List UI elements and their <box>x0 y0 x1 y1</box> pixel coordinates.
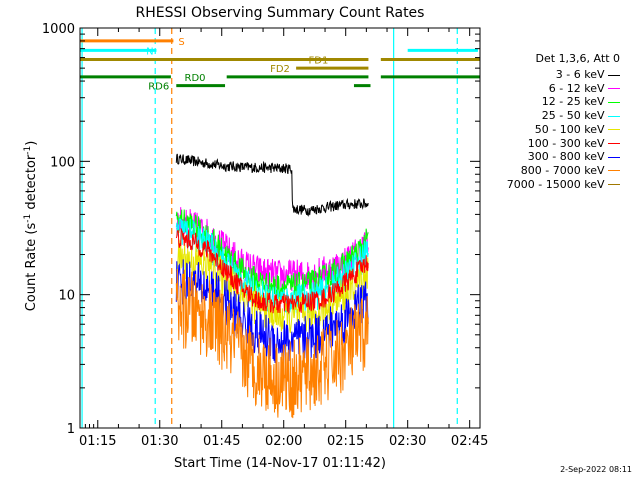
state-flags: S N FD1 FD2 RD0 RD6 <box>80 37 480 93</box>
flag-label-n: N <box>146 46 153 57</box>
legend-entry: 3 - 6 keV <box>556 68 620 81</box>
legend-swatch <box>608 184 620 186</box>
x-tick-label: 01:30 <box>141 434 178 449</box>
plot-frame <box>79 27 481 429</box>
legend-entry-label: 25 - 50 keV <box>541 109 608 123</box>
flag-label-fd1: FD1 <box>309 56 329 67</box>
y-tick-label: 1000 <box>42 22 75 37</box>
chart-title: RHESSI Observing Summary Count Rates <box>136 5 425 21</box>
series-line-7 <box>175 268 369 419</box>
legend-entry: 50 - 100 keV <box>535 123 620 136</box>
x-axis-label: Start Time (14-Nov-17 01:11:42) <box>174 456 386 471</box>
y-axis-label: Count Rate (s-1 detector-1) <box>23 141 39 312</box>
legend-swatch <box>608 101 620 103</box>
legend-entry: 300 - 800 keV <box>528 150 620 163</box>
x-tick-label: 02:45 <box>451 434 488 449</box>
legend-entry: 12 - 25 keV <box>542 95 620 108</box>
legend-swatch <box>608 143 620 144</box>
date-stamp: 2-Sep-2022 08:11 <box>560 465 632 474</box>
legend-entry: 100 - 300 keV <box>528 137 620 150</box>
legend-swatch <box>608 115 620 117</box>
series-line-0 <box>175 153 369 217</box>
series-line-5 <box>175 228 369 314</box>
legend: Det 1,3,6, Att 0 3 - 6 keV 6 - 12 keV 12… <box>470 52 630 192</box>
legend-entry-label: 50 - 100 keV <box>534 122 608 136</box>
vertical-markers <box>81 28 458 428</box>
y-tick-label: 1 <box>67 422 75 437</box>
series-line-3 <box>175 217 369 317</box>
flag-label-s: S <box>178 37 184 48</box>
x-tick-label: 02:30 <box>389 434 426 449</box>
legend-entry: 7000 - 15000 keV <box>507 178 620 191</box>
legend-swatch <box>608 129 620 131</box>
legend-entry: 6 - 12 keV <box>549 82 620 95</box>
legend-entry-label: 800 - 7000 keV <box>520 163 608 177</box>
legend-entry-label: 12 - 25 keV <box>541 95 608 109</box>
legend-entry-label: 6 - 12 keV <box>548 81 608 95</box>
legend-swatch <box>608 88 620 90</box>
series-line-6 <box>175 259 369 364</box>
legend-swatch <box>608 74 620 76</box>
legend-swatch <box>608 156 620 158</box>
flag-label-rd6: RD6 <box>148 82 169 93</box>
series-lines <box>175 153 369 419</box>
x-tick-label: 01:45 <box>203 434 240 449</box>
x-tick-label: 01:15 <box>79 434 116 449</box>
legend-entry-label: 100 - 300 keV <box>527 136 608 150</box>
legend-entry-label: 3 - 6 keV <box>555 68 608 81</box>
legend-entry: 800 - 7000 keV <box>521 164 620 177</box>
x-tick-label: 02:00 <box>265 434 302 449</box>
x-tick-label: 02:15 <box>327 434 364 449</box>
flag-label-fd2: FD2 <box>270 64 290 75</box>
y-tick-label: 10 <box>58 289 75 304</box>
legend-entry-label: 300 - 800 keV <box>527 150 608 164</box>
legend-entry-label: 7000 - 15000 keV <box>506 177 608 191</box>
y-tick-label: 100 <box>50 155 75 170</box>
legend-title: Det 1,3,6, Att 0 <box>535 52 620 65</box>
series-line-4 <box>175 239 369 337</box>
legend-swatch <box>608 170 620 172</box>
flag-label-rd0: RD0 <box>185 73 206 84</box>
axes: 01:15 01:30 01:45 02:00 02:15 02:30 02:45 1 10 10… <box>42 22 488 449</box>
legend-entry: 25 - 50 keV <box>542 109 620 122</box>
